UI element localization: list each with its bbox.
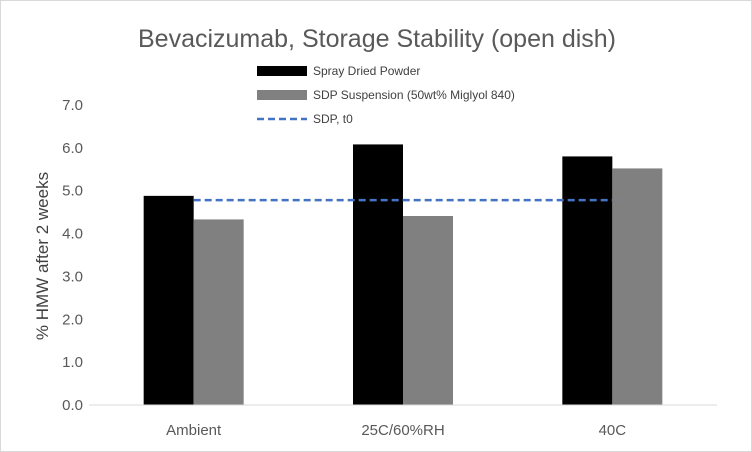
y-tick-label: 7.0 — [62, 97, 83, 114]
y-tick-label: 4.0 — [62, 226, 83, 243]
legend-swatch-spray-dried-powder — [257, 66, 307, 76]
y-axis-label: % HMW after 2 weeks — [33, 172, 52, 340]
legend-label-spray-dried-powder: Spray Dried Powder — [313, 64, 420, 78]
x-tick-labels: Ambient 25C/60%RH 40C — [166, 422, 626, 439]
legend-label-sdp-suspension: SDP Suspension (50wt% Miglyol 840) — [313, 88, 515, 102]
x-tick-label: Ambient — [166, 422, 222, 439]
y-tick-label: 1.0 — [62, 354, 83, 371]
y-tick-label: 5.0 — [62, 183, 83, 200]
legend: Spray Dried Powder SDP Suspension (50wt%… — [215, 58, 563, 130]
legend-label-sdp-t0: SDP, t0 — [313, 112, 353, 126]
bar-spray-dried-powder — [353, 144, 403, 405]
y-tick-label: 0.0 — [62, 397, 83, 414]
bar-sdp-suspension — [612, 168, 663, 405]
y-tick-label: 2.0 — [62, 311, 83, 328]
x-tick-label: 25C/60%RH — [361, 422, 444, 439]
legend-swatch-sdp-suspension — [257, 90, 307, 100]
bar-sdp-suspension — [193, 219, 244, 405]
bar-spray-dried-powder — [562, 156, 613, 405]
bars — [143, 144, 663, 405]
y-tick-label: 3.0 — [62, 268, 83, 285]
bar-sdp-suspension — [403, 216, 453, 405]
x-tick-label: 40C — [599, 422, 627, 439]
y-tick-labels: 0.0 1.0 2.0 3.0 4.0 5.0 6.0 7.0 — [62, 97, 83, 414]
y-tick-label: 6.0 — [62, 140, 83, 157]
bar-spray-dried-powder — [143, 195, 194, 405]
chart-title: Bevacizumab, Storage Stability (open dis… — [138, 25, 616, 53]
